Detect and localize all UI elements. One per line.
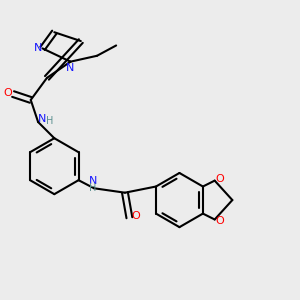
Text: O: O [3, 88, 12, 98]
Text: O: O [216, 216, 224, 226]
Text: H: H [89, 183, 96, 193]
Text: O: O [216, 174, 224, 184]
Text: N: N [88, 176, 97, 186]
Text: N: N [66, 63, 75, 73]
Text: O: O [131, 211, 140, 221]
Text: N: N [34, 44, 42, 53]
Text: H: H [46, 116, 53, 126]
Text: N: N [38, 114, 46, 124]
